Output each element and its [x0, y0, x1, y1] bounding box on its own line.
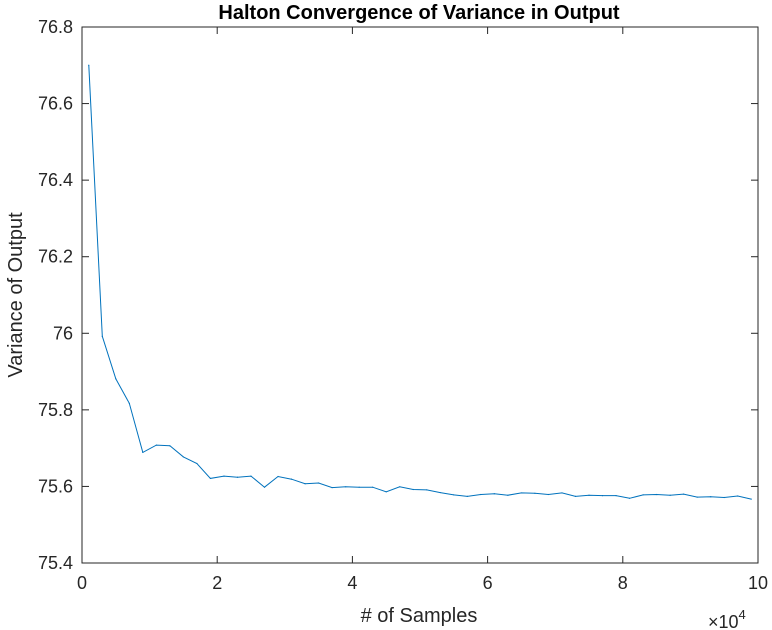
data-point	[534, 492, 536, 494]
data-point	[290, 478, 293, 480]
y-tick-label: 75.4	[38, 553, 73, 573]
data-point	[493, 493, 495, 495]
data-point	[263, 486, 266, 488]
data-point	[277, 475, 279, 478]
data-point	[615, 495, 617, 497]
y-tick-label: 75.6	[38, 476, 73, 496]
data-point	[750, 498, 752, 500]
y-tick-label: 75.8	[38, 400, 73, 420]
data-point	[642, 494, 644, 496]
chart-title: Halton Convergence of Variance in Output	[218, 2, 620, 24]
data-point	[412, 488, 414, 491]
x-tick-label: 4	[347, 573, 357, 593]
data-point	[710, 496, 712, 498]
data-point	[723, 496, 725, 499]
data-point	[628, 497, 631, 499]
y-tick-label: 76.8	[38, 17, 73, 37]
data-point	[588, 494, 590, 496]
y-tick-label: 76.2	[38, 247, 73, 267]
data-point	[439, 491, 441, 494]
series-line	[88, 65, 752, 500]
data-point	[196, 462, 198, 465]
data-point	[250, 475, 252, 477]
x-tick-label: 6	[483, 573, 493, 593]
data-point	[561, 492, 563, 494]
x-exponent-power: 4	[739, 607, 746, 622]
data-point	[399, 486, 401, 488]
data-point	[574, 495, 577, 497]
data-point	[169, 445, 171, 447]
data-point	[601, 495, 604, 497]
data-point	[547, 493, 550, 496]
data-point	[426, 489, 428, 491]
data-point	[209, 477, 212, 479]
data-point	[507, 494, 509, 496]
data-point	[480, 493, 482, 496]
data-point	[88, 64, 90, 66]
y-tick-label: 76	[53, 323, 73, 343]
x-tick-label: 0	[77, 573, 87, 593]
y-tick-label: 76.4	[38, 170, 73, 190]
data-point	[155, 444, 157, 446]
series-points	[88, 64, 752, 500]
data-point	[453, 494, 455, 496]
data-point	[101, 335, 103, 337]
data-point	[385, 491, 387, 493]
data-point	[669, 494, 671, 496]
x-tick-label: 8	[618, 573, 628, 593]
data-point	[142, 451, 144, 453]
data-point	[128, 402, 130, 404]
y-axis-label: Variance of Output	[5, 212, 27, 378]
data-point	[304, 483, 306, 485]
data-point	[372, 486, 374, 488]
x-axis-ticks: 0 2 4 6 8 10	[77, 27, 768, 593]
x-axis-exponent: ×104	[708, 607, 746, 630]
y-axis-ticks: 75.4 75.6 75.8 76 76.2 76.4 76.6 76.8	[38, 17, 758, 573]
x-axis-label: # of Samples	[361, 605, 478, 627]
data-point	[345, 486, 347, 488]
data-point	[236, 476, 239, 478]
data-point	[223, 475, 225, 477]
x-tick-label: 10	[748, 573, 768, 593]
data-point	[331, 486, 333, 489]
data-point	[182, 456, 184, 458]
data-point	[696, 496, 698, 498]
data-point	[683, 493, 685, 495]
data-point	[318, 482, 320, 484]
y-tick-label: 76.6	[38, 94, 73, 114]
data-point	[520, 492, 523, 494]
data-point	[358, 486, 360, 488]
data-point	[656, 493, 658, 496]
x-exponent-base: ×10	[708, 612, 739, 630]
x-tick-label: 2	[212, 573, 222, 593]
plot-area	[81, 26, 759, 564]
data-point	[466, 495, 468, 497]
data-point	[115, 378, 117, 380]
data-point	[737, 495, 739, 497]
